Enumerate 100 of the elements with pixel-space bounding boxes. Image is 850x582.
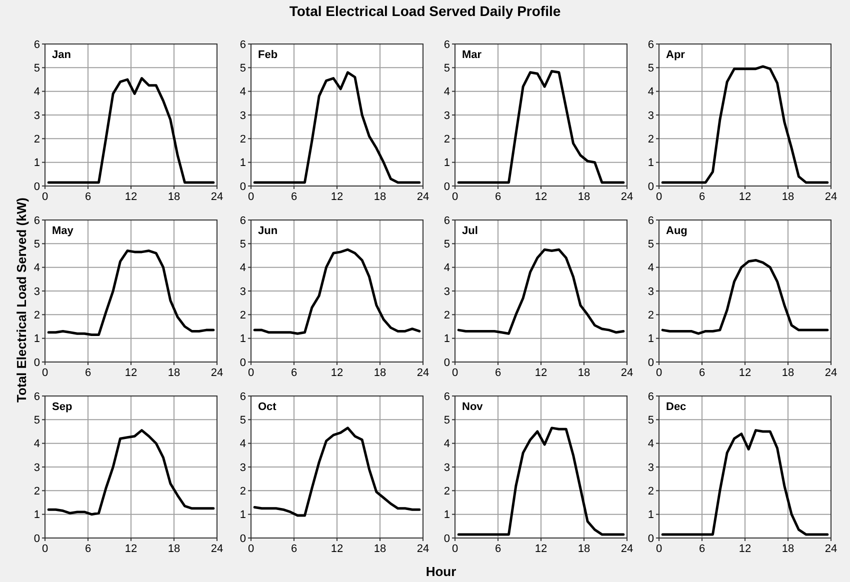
x-tick-label: 0: [248, 367, 254, 379]
y-tick-label: 1: [648, 157, 654, 170]
x-tick-label: 24: [416, 191, 430, 203]
y-tick-label: 0: [240, 532, 246, 545]
y-tick-label: 5: [240, 414, 246, 427]
y-tick-label: 2: [240, 486, 246, 498]
y-tick-label: 3: [34, 110, 40, 122]
y-tick-label: 1: [444, 157, 450, 170]
x-tick-label: 6: [84, 367, 92, 379]
y-tick-label: 0: [34, 532, 40, 545]
y-tick-label: 4: [34, 86, 40, 98]
x-tick-label: 24: [824, 191, 838, 203]
y-tick-label: 5: [648, 414, 654, 427]
text: Total Electrical Load Served Daily Profile: [289, 3, 561, 19]
y-tick-label: 2: [34, 134, 40, 146]
x-tick-label: 18: [782, 367, 794, 379]
y-tick-label: 0: [444, 532, 450, 545]
x-tick-label: 12: [124, 543, 138, 555]
y-tick-label: 0: [444, 180, 450, 193]
line-series: [253, 248, 421, 335]
y-tick-label: 6: [648, 38, 654, 51]
x-tick-label: 0: [452, 543, 458, 555]
x-tick-label: 12: [124, 191, 138, 203]
y-tick-label: 6: [648, 390, 654, 403]
text: Mar: [462, 49, 482, 61]
x-tick-label: 0: [656, 191, 662, 203]
x-tick-label: 24: [416, 367, 430, 379]
y-tick-label: 2: [34, 486, 40, 498]
text: Sep: [52, 401, 72, 413]
y-tick-label: 1: [444, 333, 450, 346]
text: Apr: [666, 49, 686, 61]
x-tick-label: 18: [578, 367, 590, 379]
y-tick-label: 1: [444, 509, 450, 522]
x-tick-label: 6: [290, 543, 298, 555]
y-tick-label: 1: [648, 509, 654, 522]
x-tick-label: 24: [210, 191, 224, 203]
y-tick-label: 2: [240, 310, 246, 322]
line-series: [457, 426, 625, 536]
y-tick-label: 0: [240, 356, 246, 369]
text: Dec: [666, 401, 686, 413]
y-tick-label: 2: [648, 134, 654, 146]
y-tick-label: 5: [34, 62, 40, 75]
x-tick-label: 6: [494, 367, 502, 379]
y-tick-label: 5: [648, 62, 654, 75]
y-tick-label: 4: [444, 262, 450, 274]
y-tick-label: 0: [648, 532, 654, 545]
line-series: [47, 77, 215, 184]
y-tick-label: 3: [240, 286, 246, 298]
text: Aug: [666, 225, 688, 237]
x-tick-label: 18: [782, 543, 794, 555]
x-tick-label: 12: [534, 367, 548, 379]
text: May: [52, 225, 74, 237]
y-tick-label: 3: [648, 110, 654, 122]
x-tick-label: 18: [374, 367, 386, 379]
x-tick-label: 18: [168, 191, 180, 203]
x-tick-label: 0: [248, 191, 254, 203]
y-tick-label: 4: [240, 262, 246, 274]
y-tick-label: 3: [444, 286, 450, 298]
x-tick-label: 6: [84, 191, 92, 203]
y-tick-label: 6: [240, 214, 246, 227]
y-tick-label: 4: [648, 438, 654, 450]
y-tick-label: 6: [34, 214, 40, 227]
y-tick-label: 5: [444, 62, 450, 75]
y-tick-label: 0: [444, 356, 450, 369]
x-tick-label: 0: [452, 191, 458, 203]
x-tick-label: 24: [416, 543, 430, 555]
x-tick-label: 6: [494, 191, 502, 203]
y-tick-label: 3: [34, 462, 40, 474]
y-tick-label: 2: [34, 310, 40, 322]
y-tick-label: 2: [444, 486, 450, 498]
x-tick-label: 0: [452, 367, 458, 379]
y-tick-label: 4: [240, 86, 246, 98]
y-tick-label: 4: [240, 438, 246, 450]
y-tick-label: 3: [444, 462, 450, 474]
text: Jul: [462, 225, 478, 237]
x-tick-label: 12: [534, 543, 548, 555]
line-series: [47, 429, 215, 516]
x-tick-label: 24: [620, 543, 634, 555]
x-tick-label: 0: [656, 543, 662, 555]
y-tick-label: 1: [34, 333, 40, 346]
y-tick-label: 0: [648, 180, 654, 193]
x-tick-label: 12: [330, 367, 344, 379]
y-tick-label: 6: [34, 38, 40, 51]
y-tick-label: 1: [240, 333, 246, 346]
y-tick-label: 2: [444, 134, 450, 146]
text: Feb: [258, 49, 278, 61]
y-tick-label: 6: [240, 390, 246, 403]
x-tick-label: 18: [374, 191, 386, 203]
x-tick-label: 24: [620, 191, 634, 203]
y-tick-label: 0: [34, 356, 40, 369]
y-tick-label: 0: [240, 180, 246, 193]
y-tick-label: 4: [648, 262, 654, 274]
y-tick-label: 3: [444, 110, 450, 122]
x-tick-label: 6: [698, 191, 706, 203]
y-tick-label: 3: [240, 462, 246, 474]
y-tick-label: 2: [240, 134, 246, 146]
x-tick-label: 0: [42, 367, 48, 379]
y-tick-label: 6: [240, 38, 246, 51]
x-tick-label: 24: [210, 367, 224, 379]
y-tick-label: 4: [444, 438, 450, 450]
